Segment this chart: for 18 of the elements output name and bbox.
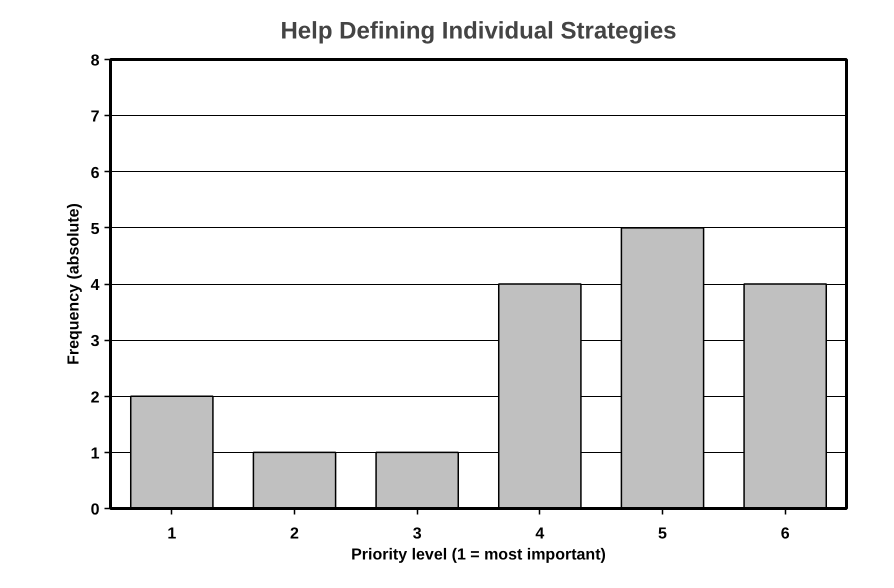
- y-tick-label: 6: [90, 164, 100, 182]
- y-axis-title: Frequency (absolute): [66, 203, 83, 365]
- y-tick-label: 2: [90, 389, 100, 406]
- y-tick-label: 1: [90, 445, 100, 462]
- x-tick-label: 2: [290, 526, 300, 542]
- chart-title: Help Defining Individual Strategies: [280, 18, 677, 44]
- y-tick-label: 0: [90, 502, 100, 518]
- y-tick-label: 5: [90, 220, 100, 238]
- y-tick-label: 3: [90, 333, 100, 350]
- x-tick-label: 4: [535, 526, 544, 542]
- x-axis-title: Priority level (1 = most important): [351, 546, 606, 564]
- x-tick-label: 3: [412, 526, 422, 542]
- x-tick-label: 1: [167, 526, 176, 542]
- y-tick-label: 4: [90, 277, 100, 294]
- x-tick-label: 5: [658, 526, 668, 542]
- y-tick-label: 8: [90, 52, 100, 70]
- x-tick-label: 6: [780, 526, 790, 542]
- y-tick-label: 7: [90, 108, 100, 126]
